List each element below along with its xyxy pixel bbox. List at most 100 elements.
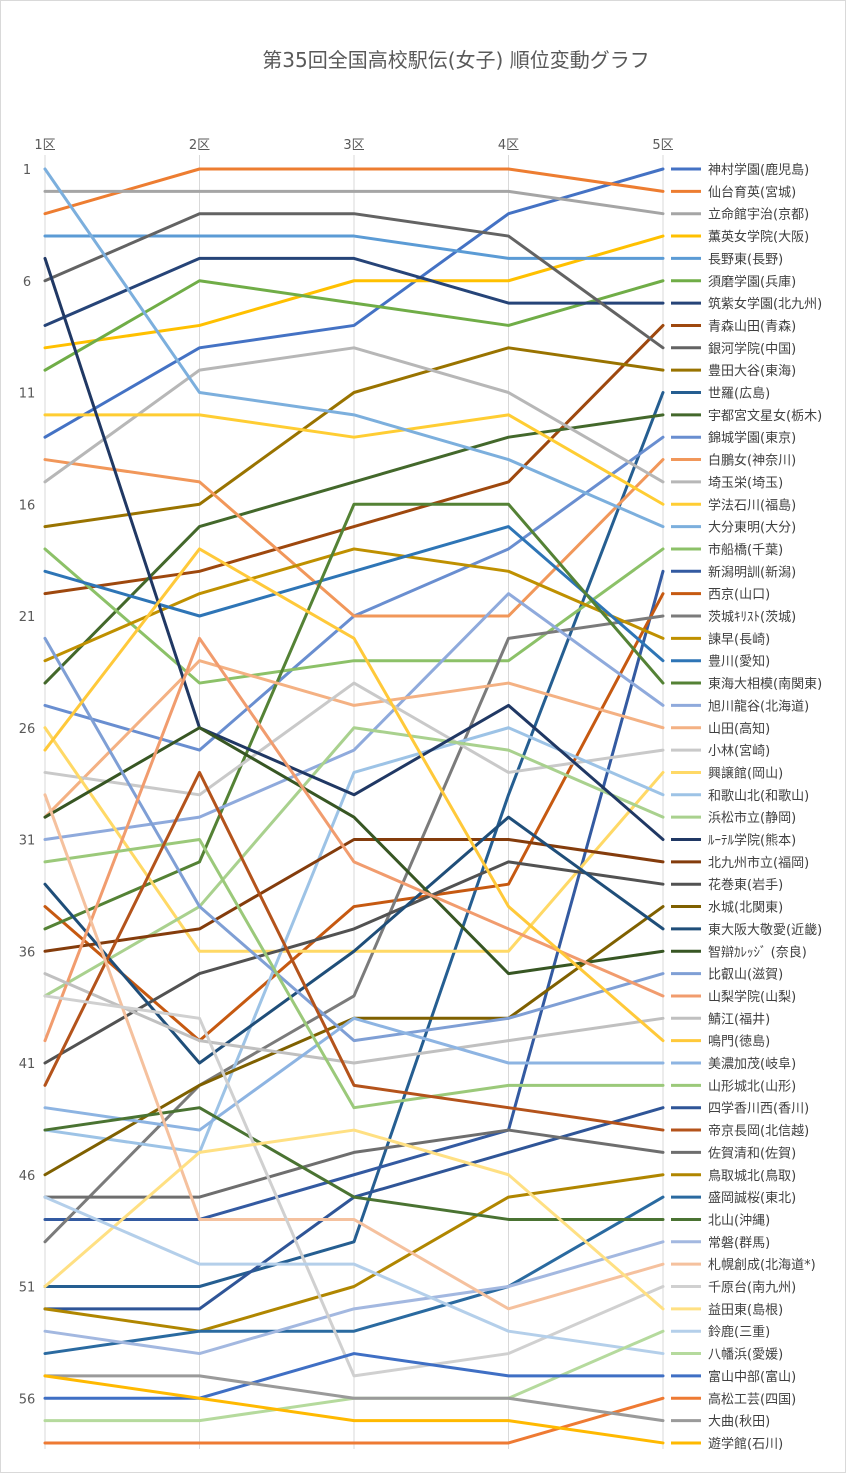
series-line-32 [43,838,665,953]
series-line-36 [43,726,665,976]
legend-item: 宇都宮文星女(栃木) [708,408,822,424]
legend-item: 鯖江(福井) [708,1012,770,1027]
chart-title: 第35回全国高校駅伝(女子) 順位変動グラフ [262,48,649,72]
series-line-51 [43,994,665,1378]
x-tick-label: 3区 [343,138,364,153]
legend-item: 花巻東(岩手) [708,877,783,893]
series-line-39 [43,972,665,1065]
legend-item: 盛岡誠桜(東北) [708,1190,796,1206]
legend-item: 仙台育英(宮城) [708,184,796,200]
legend-item: 高松工芸(四国) [708,1391,796,1407]
series-line-25 [43,592,665,841]
series-line-26 [43,659,665,819]
legend-item: 鈴鹿(三重) [708,1324,770,1340]
series-line-16 [43,413,665,506]
series-line-31 [43,256,665,841]
series-line-2 [43,167,665,216]
legend-item: 銀河学院(中国) [708,341,796,357]
legend-item: 山梨学院(山梨) [708,989,796,1005]
legend-item: 智辯ｶﾚｯｼﾞ (奈良) [708,944,807,960]
y-tick-label: 6 [23,275,31,290]
legend-item: 北山(沖縄) [708,1213,770,1228]
series-line-35 [43,815,665,1065]
legend-item: 富山中部(富山) [708,1369,796,1385]
series-line-3 [43,189,665,216]
series-line-4 [43,234,665,350]
legend-item: 和歌山北(和歌山) [708,789,809,804]
legend-item: 諫早(長崎) [708,631,770,647]
legend-item: 四学香川西(香川) [708,1101,809,1117]
series-line-12 [43,413,665,685]
series-line-49 [43,1240,665,1356]
legend-item: 長野東(長野) [708,251,783,267]
y-tick-label: 31 [19,834,36,849]
y-tick-label: 1 [23,163,31,178]
x-axis-labels: 1区 2区 3区 4区 5区 [34,138,673,153]
legend-item: 豊田大谷(東海) [708,363,796,379]
series-line-42 [43,838,665,1110]
x-tick-label: 4区 [498,138,519,153]
series-line-53 [43,1195,665,1356]
series-line-40 [43,547,665,1043]
series-line-11 [43,391,665,1288]
legend-item: 美濃加茂(岐阜) [708,1056,796,1072]
legend-item: 薫英女学院(大阪) [708,229,809,245]
series-line-47 [43,1195,665,1356]
legend-item: 茨城ｷﾘｽﾄ(茨城) [708,610,796,625]
legend-item: 常磐(群馬) [708,1236,770,1251]
y-tick-label: 41 [19,1057,36,1072]
series-line-24 [43,502,665,931]
legend-item: 鳴門(徳島) [708,1035,770,1050]
legend-item: 鳥取城北(鳥取) [708,1169,796,1184]
legend-item: 浜松市立(静岡) [708,810,796,826]
y-tick-label: 36 [19,945,36,960]
legend-item: 市船橋(千葉) [708,542,783,558]
legend-item: 山形城北(山形) [708,1079,796,1094]
series-line-9 [43,212,665,350]
legend-item: 帝京長岡(北信越) [708,1123,809,1139]
legend-item: 立命館宇治(京都) [708,207,809,223]
y-tick-label: 26 [19,722,36,737]
series-line-19 [43,569,665,1221]
x-tick-label: 5区 [652,138,673,153]
x-tick-label: 2区 [189,138,210,153]
series-line-15 [43,346,665,484]
legend-item: 東海大相模(南関東) [708,676,822,692]
legend-item: 埼玉栄(埼玉) [708,476,783,491]
series-line-17 [43,167,665,529]
legend-item: 須磨学園(兵庫) [708,274,796,290]
legend-item: 東大阪大敬愛(近畿) [708,922,822,938]
legend-item: 大曲(秋田) [708,1415,770,1430]
series-line-37 [43,636,665,1043]
legend: 神村学園(鹿児島) 仙台育英(宮城) 立命館宇治(京都) 薫英女学院(大阪) 長野東(長… [671,162,822,1452]
y-tick-label: 46 [19,1169,36,1184]
legend-item: 益田東(島根) [708,1302,783,1318]
series-line-10 [43,346,665,529]
series-line-44 [43,770,665,1132]
legend-item: 北九州市立(福岡) [708,855,809,871]
legend-item: 八幡浜(愛媛) [708,1348,783,1363]
legend-item: 神村学園(鹿児島) [708,162,809,178]
legend-item: 学法石川(福島) [708,497,796,513]
series-line-55 [43,1352,665,1400]
legend-item: 世羅(広島) [708,387,770,402]
y-tick-label: 21 [19,610,36,625]
legend-item: 佐賀清和(佐賀) [708,1146,796,1161]
series-line-58 [43,1374,665,1445]
legend-item: 錦城学園(東京) [708,430,796,446]
series-line-23 [43,525,665,663]
legend-item: 筑紫女学園(北九州) [708,296,822,312]
series-line-7 [43,256,665,327]
series-lines [43,167,665,1445]
x-tick-label: 1区 [34,138,55,153]
legend-item: 青森山田(青森) [708,319,796,334]
legend-item: 水城(北関東) [708,900,783,916]
legend-item: ﾙｰﾃﾙ学院(熊本) [708,833,796,849]
y-tick-label: 16 [19,498,36,513]
legend-item: 西京(山口) [708,588,770,603]
legend-item: 遊学館(石川) [708,1436,783,1452]
y-tick-label: 51 [19,1281,36,1296]
